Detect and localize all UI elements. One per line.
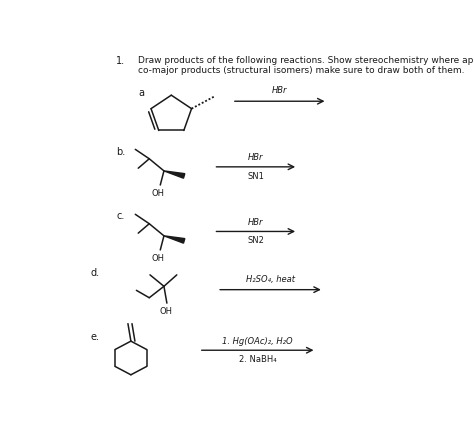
Text: 1.: 1. [116,56,125,66]
Text: HBr: HBr [272,86,287,95]
Text: b.: b. [116,147,126,156]
Polygon shape [164,171,185,178]
Text: OH: OH [152,254,165,263]
Text: 2. NaBH₄: 2. NaBH₄ [239,355,276,364]
Text: 1. Hg(OAc)₂, H₂O: 1. Hg(OAc)₂, H₂O [222,336,293,346]
Text: HBr: HBr [248,218,264,227]
Text: d.: d. [91,268,100,278]
Polygon shape [164,236,185,243]
Text: SN1: SN1 [247,172,264,180]
Text: c.: c. [116,211,125,221]
Text: SN2: SN2 [247,236,264,245]
Text: e.: e. [91,333,100,343]
Text: OH: OH [152,189,165,198]
Text: Draw products of the following reactions. Show stereochemistry where appropriate: Draw products of the following reactions… [138,56,474,75]
Text: HBr: HBr [248,153,264,162]
Text: H₂SO₄, heat: H₂SO₄, heat [246,274,295,284]
Text: a: a [138,88,144,98]
Text: OH: OH [159,308,172,316]
